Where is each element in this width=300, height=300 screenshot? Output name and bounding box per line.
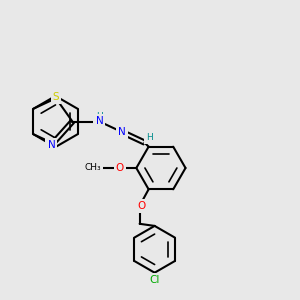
Text: CH₃: CH₃ <box>85 164 101 172</box>
Text: N: N <box>47 140 55 150</box>
Text: H: H <box>96 112 103 121</box>
Text: O: O <box>137 201 145 211</box>
Text: S: S <box>52 92 59 102</box>
Text: Cl: Cl <box>149 274 160 285</box>
Text: N: N <box>118 127 126 137</box>
Text: O: O <box>116 163 124 173</box>
Text: N: N <box>95 116 103 127</box>
Text: H: H <box>146 133 153 142</box>
